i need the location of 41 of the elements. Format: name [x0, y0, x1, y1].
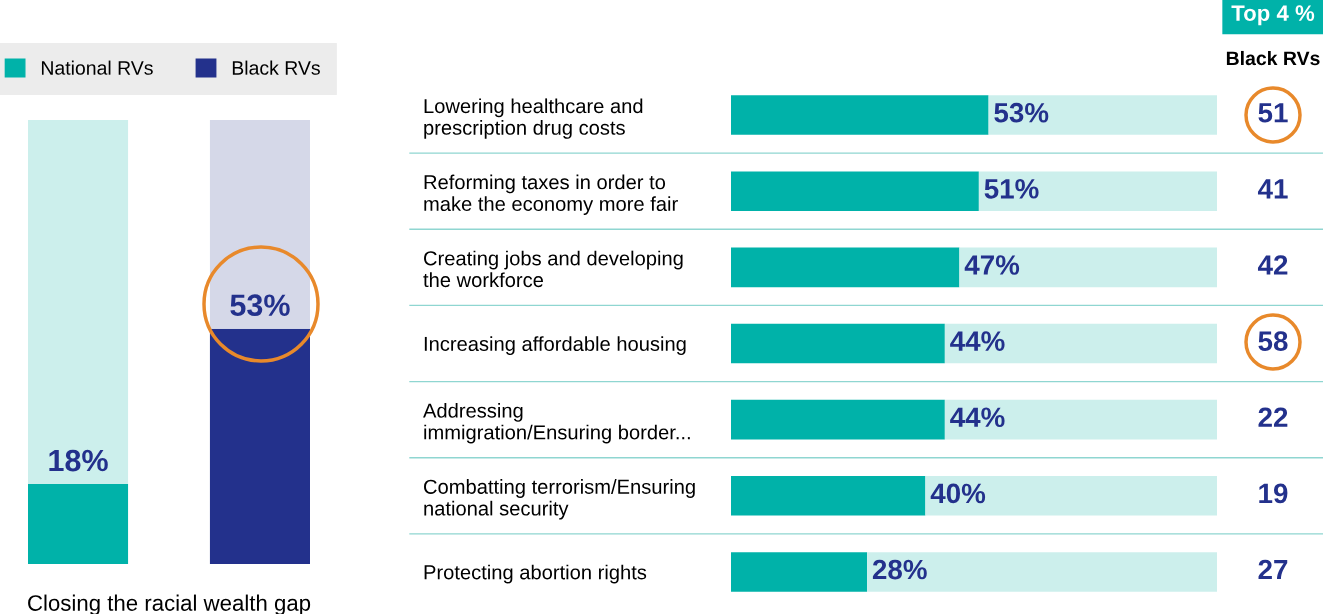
- bar: [731, 399, 945, 440]
- text: 58: [1258, 331, 1288, 351]
- bar: [944, 399, 1217, 440]
- bar: [731, 247, 960, 288]
- text: 51: [1258, 103, 1288, 123]
- data-label: 40%: [930, 483, 986, 504]
- legend-label: Black RVs: [232, 60, 320, 75]
- bar: [978, 171, 1217, 212]
- bar: [988, 95, 1217, 135]
- text: 42: [1257, 255, 1288, 275]
- data-label: 53%: [230, 294, 290, 317]
- bar: [959, 247, 1217, 288]
- text: 22: [1258, 407, 1288, 427]
- bar: [731, 171, 979, 212]
- data-label: 51%: [984, 179, 1039, 199]
- data-label: 44%: [950, 407, 1005, 428]
- data-label: 44%: [950, 331, 1005, 351]
- legend-label: National RVs: [41, 60, 153, 75]
- text: Top 4 %: [1231, 5, 1315, 26]
- y-tick-label: Combatting terrorism/Ensuring national security: [424, 479, 695, 520]
- bar: [731, 552, 868, 592]
- y-tick-label: Addressing immigration/Ensuring border...: [423, 402, 690, 444]
- text: Black RVs: [1226, 50, 1320, 66]
- y-tick-label: Increasing affordable housing: [424, 336, 686, 355]
- bar: [731, 95, 989, 135]
- bar: [731, 323, 945, 364]
- bar: [944, 323, 1217, 364]
- bar: [925, 475, 1217, 516]
- y-tick-label: Reforming taxes in order to make the economy more fair: [424, 174, 678, 215]
- text: 27: [1258, 559, 1288, 580]
- bar: [867, 552, 1217, 592]
- text: 19: [1259, 483, 1288, 504]
- y-tick-label: Protecting abortion rights: [424, 564, 647, 584]
- text: 41: [1257, 179, 1288, 199]
- data-label: 53%: [994, 102, 1049, 123]
- y-tick-label: Lowering healthcare and prescription drug costs: [424, 98, 643, 139]
- y-tick-label: Creating jobs and developing the workforce: [423, 250, 683, 288]
- data-label: 28%: [872, 559, 927, 580]
- data-label: 47%: [964, 255, 1020, 275]
- bar: [731, 475, 926, 516]
- data-label: 18%: [49, 449, 108, 472]
